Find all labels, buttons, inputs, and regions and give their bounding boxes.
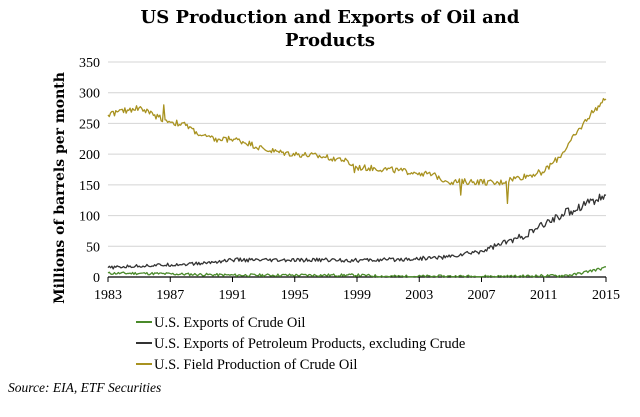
x-tick-label: 2003: [405, 288, 433, 303]
y-tick-label: 50: [86, 240, 100, 255]
x-tick-label: 2007: [468, 288, 496, 303]
legend-label: U.S. Exports of Crude Oil: [154, 315, 305, 331]
gridlines: [108, 61, 606, 278]
x-tick-label: 1995: [281, 288, 309, 303]
x-tick-label: 1991: [219, 288, 247, 303]
y-tick-label: 200: [79, 148, 100, 163]
y-tick-label: 0: [93, 271, 100, 286]
series-lines: [107, 97, 607, 278]
chart-title-line-2: Products: [285, 30, 375, 51]
source-note: Source: EIA, ETF Securities: [8, 380, 161, 395]
y-tick-label: 250: [79, 117, 100, 132]
series-line-1: [107, 266, 607, 278]
series-line-2: [107, 193, 607, 270]
legend-label: U.S. Exports of Petroleum Products, excl…: [154, 336, 465, 352]
y-axis-label: Millions of barrels per month: [52, 72, 68, 304]
x-tick-label: 1999: [343, 288, 371, 303]
legend-label: U.S. Field Production of Crude Oil: [154, 357, 357, 373]
axis-ticks: 0 50 100 150 200 250 300 350 1983 1987 1991 1995 199…: [79, 56, 620, 303]
x-tick-label: 2015: [592, 288, 620, 303]
x-tick-label: 1987: [156, 288, 184, 303]
legend: U.S. Exports of Crude Oil U.S. Exports of…: [136, 315, 465, 373]
y-tick-label: 300: [79, 87, 100, 102]
y-tick-label: 350: [79, 56, 100, 71]
x-tick-label: 2011: [530, 288, 557, 303]
chart-title-line-1: US Production and Exports of Oil and: [141, 7, 520, 28]
x-tick-label: 1983: [94, 288, 122, 303]
y-tick-label: 150: [79, 179, 100, 194]
y-tick-label: 100: [79, 210, 100, 225]
series-line-3: [107, 97, 607, 205]
